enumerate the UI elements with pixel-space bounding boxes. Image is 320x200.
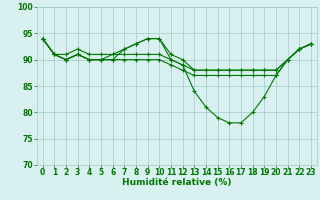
X-axis label: Humidité relative (%): Humidité relative (%) [122,178,232,187]
